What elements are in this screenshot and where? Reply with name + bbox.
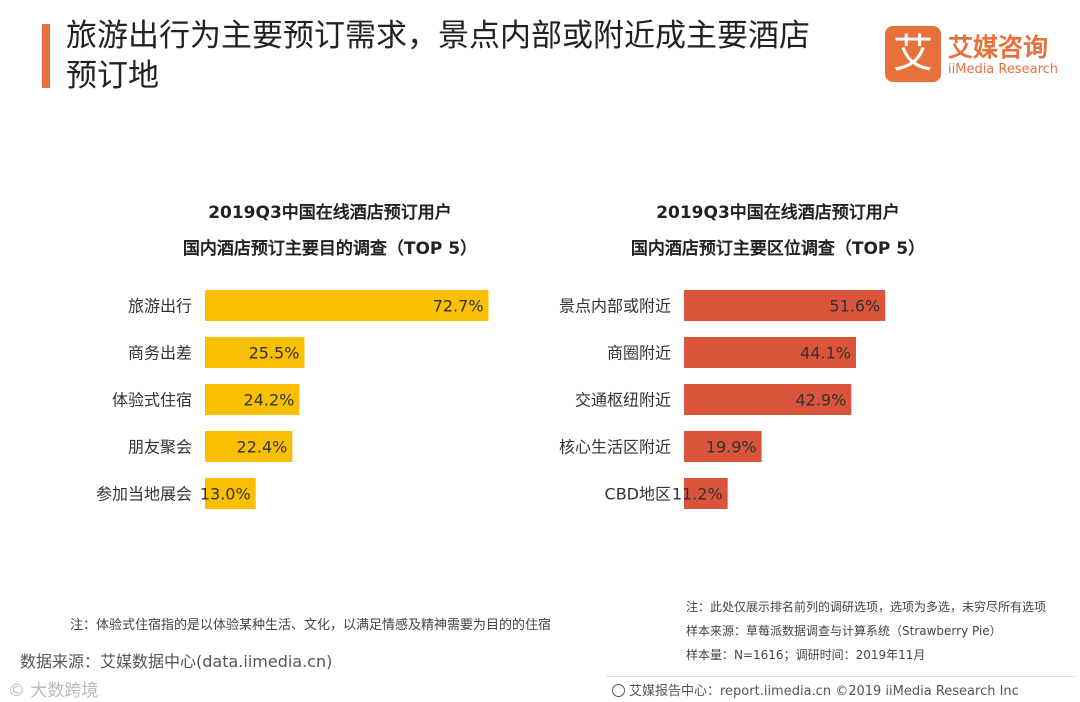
- globe-icon: [612, 684, 625, 697]
- chart-1-value-label: 13.0%: [200, 485, 251, 504]
- chart-2-category-label: 交通枢纽附近: [575, 391, 671, 410]
- chart-2-value-label: 42.9%: [795, 391, 846, 410]
- footer-text: 艾媒报告中心：report.iimedia.cn ©2019 iiMedia R…: [629, 684, 1019, 699]
- chart-1-category-label: 旅游出行: [128, 297, 192, 316]
- iimedia-logo-icon: 艾: [885, 26, 941, 82]
- chart-2-value-label: 11.2%: [672, 485, 723, 504]
- right-note-3: 样本量：N=1616；调研时间：2019年11月: [686, 648, 926, 662]
- chart-2-title: 2019Q3中国在线酒店预订用户: [656, 202, 900, 223]
- iimedia-logo: 艾 艾媒咨询 iiMedia Research: [885, 26, 1065, 86]
- chart-1-title: 2019Q3中国在线酒店预订用户: [208, 202, 452, 223]
- chart-1-category-label: 体验式住宿: [112, 391, 192, 410]
- chart-2-category-label: CBD地区: [605, 485, 671, 504]
- chart-2-value-label: 19.9%: [706, 438, 757, 457]
- chart-2-bar: [684, 478, 728, 509]
- chart-1-bar: [205, 431, 293, 462]
- chart-1-bar: [205, 384, 300, 415]
- chart-1-category-label: 朋友聚会: [128, 438, 192, 457]
- chart-2-bar: [684, 290, 886, 321]
- chart-1-value-label: 25.5%: [249, 344, 300, 363]
- chart-2-category-label: 核心生活区附近: [559, 438, 671, 457]
- chart-1-category-label: 参加当地展会: [96, 485, 192, 504]
- title-accent-bar: [42, 24, 50, 88]
- chart-1-value-label: 24.2%: [244, 391, 295, 410]
- chart-1-value-label: 22.4%: [237, 438, 288, 457]
- watermark: © 大数跨境: [8, 681, 99, 701]
- chart-1-bar: [205, 337, 305, 368]
- footer: 艾媒报告中心：report.iimedia.cn ©2019 iiMedia R…: [612, 680, 1019, 699]
- page-title-line1: 旅游出行为主要预订需求，景点内部或附近成主要酒店: [66, 18, 810, 54]
- page-title-line2: 预订地: [66, 58, 159, 94]
- page-title: 旅游出行为主要预订需求，景点内部或附近成主要酒店 预订地: [66, 16, 866, 96]
- chart-1-bar: [205, 290, 489, 321]
- right-note-2: 样本来源：草莓派数据调查与计算系统（Strawberry Pie）: [686, 624, 1002, 638]
- chart-2-subtitle: 国内酒店预订主要区位调查（TOP 5）: [631, 238, 925, 259]
- chart-2-value-label: 44.1%: [800, 344, 851, 363]
- chart-1-category-label: 商务出差: [128, 344, 192, 363]
- chart-2-category-label: 景点内部或附近: [559, 297, 671, 316]
- chart-1-bar: [205, 478, 256, 509]
- logo-cn-text: 艾媒咨询: [948, 33, 1049, 62]
- chart-1-value-label: 72.7%: [433, 297, 484, 316]
- chart-2-bar: [684, 337, 856, 368]
- chart-2-category-label: 商圈附近: [607, 344, 671, 363]
- chart-1-subtitle: 国内酒店预订主要目的调查（TOP 5）: [183, 238, 477, 259]
- chart-2-bar: [684, 384, 852, 415]
- footer-divider: [606, 676, 1076, 677]
- chart-2-value-label: 51.6%: [829, 297, 880, 316]
- logo-en-text: iiMedia Research: [948, 62, 1059, 77]
- chart-2-bar: [684, 431, 762, 462]
- left-note: 注：体验式住宿指的是以体验某种生活、文化，以满足情感及精神需要为目的的住宿: [70, 618, 552, 633]
- right-note-1: 注：此处仅展示排名前列的调研选项，选项为多选，未穷尽所有选项: [686, 600, 1047, 614]
- data-source: 数据来源：艾媒数据中心(data.iimedia.cn): [20, 652, 333, 671]
